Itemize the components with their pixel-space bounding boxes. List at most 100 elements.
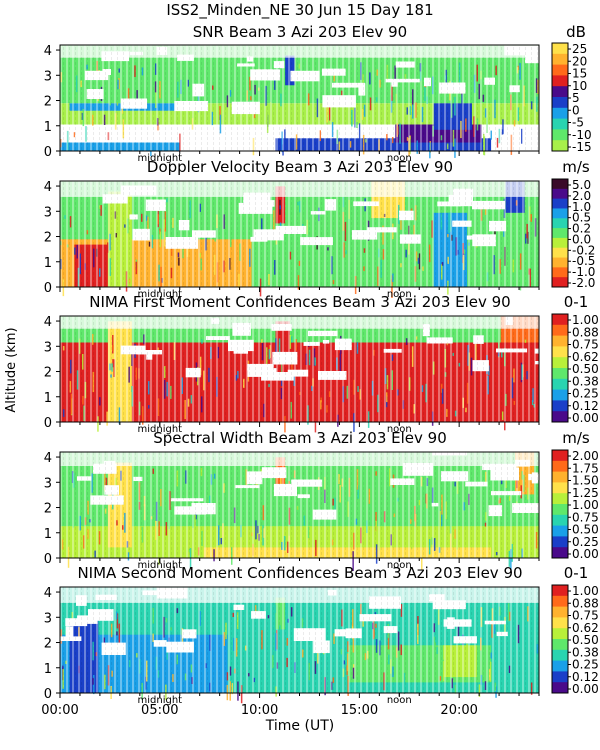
panel-2: Doppler Velocity Beam 3 Azi 203 Elev 90 0… — [44, 158, 596, 300]
noon-label: noon — [387, 153, 412, 164]
colorbar-tick-label: 0.00 — [572, 411, 599, 425]
panels: SNR Beam 3 Azi 203 Elev 90 0 1 2 3 4 midnight n… — [41, 23, 598, 718]
colorbar-tick-label: 25 — [572, 42, 587, 56]
colorbar-swatch — [552, 389, 568, 401]
colorbar-tick-label: 0 — [572, 103, 580, 117]
colorbar-frame — [551, 42, 569, 152]
colorbar-swatch — [552, 482, 568, 494]
y-tick-label: 2 — [44, 637, 52, 652]
colorbar-swatch — [552, 682, 568, 694]
colorbar-swatch — [552, 247, 568, 259]
x-tick-label: 00:00 — [41, 703, 78, 718]
colorbar-frame — [551, 584, 569, 694]
noon-label: noon — [387, 289, 412, 300]
y-tick-label: 3 — [44, 476, 52, 491]
colorbar-tick-label: -0.2 — [572, 243, 595, 257]
panel-title: Doppler Velocity Beam 3 Azi 203 Elev 90 — [147, 158, 453, 176]
y-tick-label: 3 — [44, 69, 52, 84]
y-tick-label: 4 — [44, 586, 52, 601]
colorbar-tick-label: 2.00 — [572, 449, 599, 463]
x-tick-label: 15:00 — [341, 703, 378, 718]
colorbar-tick-label: 0.62 — [572, 621, 599, 635]
colorbar-swatch — [552, 547, 568, 559]
colorbar-tick-label: 0.50 — [572, 633, 599, 647]
colorbar-swatch — [552, 671, 568, 683]
y-tick-label: 1 — [44, 527, 52, 542]
y-axis-label: Altitude (km) — [4, 327, 19, 412]
y-tick-label: 3 — [44, 340, 52, 355]
y-tick-label: 4 — [44, 44, 52, 59]
colorbar-swatch — [552, 314, 568, 326]
colorbar-tick-label: 0.75 — [572, 338, 599, 352]
panel-1: SNR Beam 3 Azi 203 Elev 90 0 1 2 3 4 midnight n… — [44, 23, 592, 164]
colorbar-unit: 0-1 — [564, 564, 589, 582]
heatmap-field — [60, 587, 539, 704]
panel-title: Spectral Width Beam 3 Azi 203 Elev 90 — [153, 429, 447, 447]
midnight-label: midnight — [137, 153, 182, 164]
colorbar-swatch — [552, 411, 568, 423]
colorbar-tick-label: 1.75 — [572, 461, 599, 475]
colorbar-tick-label: 1.00 — [572, 498, 599, 512]
heatmap-streak — [447, 280, 449, 295]
colorbar-tick-label: -10 — [572, 128, 592, 142]
colorbar-tick-label: 0.00 — [572, 682, 599, 696]
colorbar-tick-label: 0.50 — [572, 362, 599, 376]
colorbar-tick-label: 0.2 — [572, 222, 591, 236]
colorbar-tick-label: 0.00 — [572, 547, 599, 561]
x-tick-label: 10:00 — [241, 703, 278, 718]
colorbar-tick-label: 0.88 — [572, 596, 599, 610]
colorbar-swatch — [552, 218, 568, 229]
colorbar-swatch — [552, 140, 568, 152]
colorbar-swatch — [552, 514, 568, 527]
colorbar-tick-label: 2.0 — [572, 189, 591, 203]
y-tick-label: 2 — [44, 502, 52, 517]
panel-title: NIMA First Moment Confidences Beam 3 Azi… — [89, 293, 510, 311]
y-tick-label: 0 — [44, 281, 52, 296]
colorbar-tick-label: -15 — [572, 140, 592, 154]
colorbar: 2.001.751.501.251.000.750.500.250.00 — [551, 449, 599, 561]
y-tick-label: 1 — [44, 662, 52, 677]
y-tick-label: 3 — [44, 611, 52, 626]
heatmap-texture — [60, 181, 539, 287]
colorbar-swatch — [552, 86, 568, 98]
colorbar-frame — [551, 313, 569, 423]
colorbar-tick-label: 5 — [572, 91, 580, 105]
x-axis-label: Time (UT) — [265, 718, 334, 734]
y-tick-label: 3 — [44, 205, 52, 220]
heatmap-streak — [421, 550, 423, 571]
colorbar-tick-label: 0.12 — [572, 670, 599, 684]
colorbar-unit: m/s — [562, 429, 590, 447]
heatmap-streak — [508, 550, 511, 567]
heatmap-streak — [284, 416, 286, 433]
x-tick-label: 20:00 — [440, 703, 477, 718]
heatmap-field — [60, 45, 547, 159]
heatmap-texture — [60, 587, 539, 693]
colorbar-swatch — [552, 277, 568, 288]
noon-label: noon — [387, 560, 412, 571]
noon-label: noon — [387, 424, 412, 435]
colorbar: 1.000.880.750.620.500.380.250.120.00 — [551, 313, 599, 425]
colorbar-unit: 0-1 — [564, 293, 589, 311]
colorbar-swatch — [552, 525, 568, 537]
y-tick-label: 4 — [44, 451, 52, 466]
colorbar-tick-label: 1.25 — [572, 486, 599, 500]
colorbar-tick-label: -0.5 — [572, 254, 595, 268]
colorbar-tick-label: 0.38 — [572, 645, 599, 659]
y-tick-label: 0 — [44, 687, 52, 702]
colorbar-swatch — [552, 628, 568, 640]
colorbar-swatch — [552, 267, 568, 278]
noon-label: noon — [387, 695, 412, 706]
colorbar-swatch — [552, 471, 568, 483]
colorbar-tick-label: 5.0 — [572, 178, 591, 192]
y-tick-label: 1 — [44, 256, 52, 271]
panel-4: Spectral Width Beam 3 Azi 203 Elev 90 0 1 2… — [44, 429, 599, 571]
colorbar-swatch — [552, 660, 568, 672]
colorbar-frame — [551, 178, 569, 288]
x-tick-label: 05:00 — [141, 703, 178, 718]
colorbar-swatch — [552, 639, 568, 651]
heatmap-field — [60, 181, 539, 298]
colorbar-swatch — [552, 107, 568, 120]
colorbar-tick-label: 0.50 — [572, 523, 599, 537]
y-tick-label: 2 — [44, 95, 52, 110]
